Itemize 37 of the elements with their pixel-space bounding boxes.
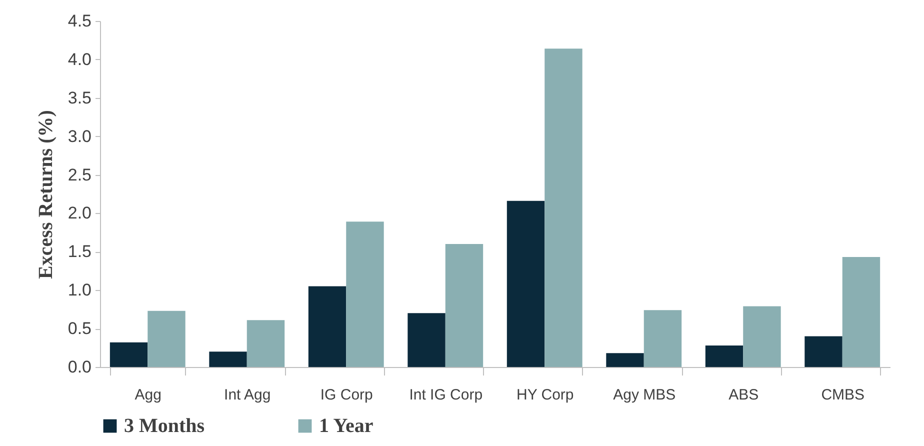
x-tick-label: Agg [134, 386, 162, 404]
bar [644, 310, 682, 367]
bar [246, 320, 285, 367]
bar [110, 342, 148, 367]
bar [743, 306, 781, 367]
bar [842, 257, 880, 367]
x-tick-label: Int Agg [224, 386, 271, 404]
x-tick-label: ABS [728, 386, 759, 404]
y-tick-label: 4.0 [68, 50, 92, 69]
bar [445, 244, 484, 367]
bar [148, 310, 186, 367]
bar [544, 48, 582, 367]
bar [705, 345, 744, 367]
bar [408, 313, 446, 367]
y-tick-label: 2.0 [68, 204, 92, 223]
y-tick-label: 1.0 [68, 280, 92, 300]
y-axis-title: Excess Returns (%) [34, 110, 57, 279]
y-tick-label: 3.0 [68, 126, 92, 146]
x-tick-label: Agy MBS [613, 386, 676, 404]
x-tick-label: HY Corp [516, 386, 574, 404]
bar [346, 222, 384, 367]
legend-label: 1 Year [319, 415, 374, 437]
y-tick-label: 0.0 [68, 358, 92, 376]
y-tick-label: 3.5 [68, 88, 92, 108]
bar [209, 352, 247, 367]
bar [506, 200, 545, 367]
y-tick-label: 2.5 [68, 165, 92, 184]
y-tick-label: 4.5 [68, 12, 92, 30]
x-tick-label: IG Corp [320, 386, 373, 404]
x-tick-label: Int IG Corp [409, 386, 483, 404]
bar [606, 353, 644, 367]
y-tick-label: 1.5 [68, 242, 92, 262]
bar [804, 336, 842, 367]
legend-label: 3 Months [124, 415, 205, 437]
x-tick-label: CMBS [821, 386, 865, 404]
y-tick-label: 0.5 [68, 319, 92, 338]
bar [308, 286, 346, 367]
